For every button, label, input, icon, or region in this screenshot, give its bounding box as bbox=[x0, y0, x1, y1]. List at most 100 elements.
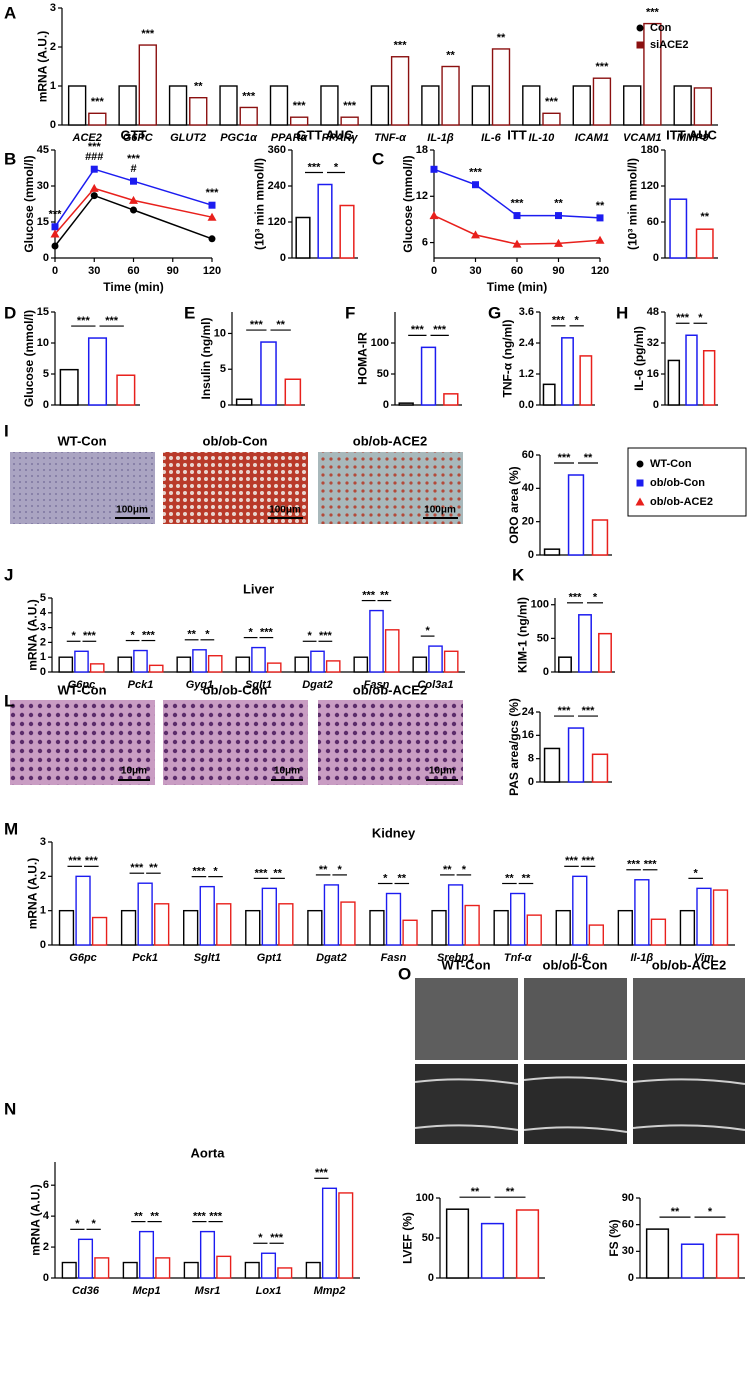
y-tick-label: 15 bbox=[37, 306, 49, 318]
y-tick-label: 6 bbox=[43, 1179, 49, 1191]
significance: *** bbox=[193, 866, 207, 878]
x-tick-label: Dgat2 bbox=[316, 952, 347, 964]
significance: *** bbox=[582, 855, 596, 867]
x-tick-label: 90 bbox=[552, 265, 564, 277]
significance: * bbox=[698, 312, 703, 324]
bar bbox=[431, 909, 447, 946]
point bbox=[512, 239, 522, 248]
y-tick-label: 1 bbox=[40, 651, 46, 663]
bar bbox=[643, 22, 662, 126]
bar bbox=[118, 85, 137, 126]
significance: ** bbox=[150, 1211, 159, 1223]
significance: ** bbox=[273, 867, 282, 879]
bar bbox=[645, 1228, 670, 1279]
y-tick-label: 45 bbox=[37, 144, 49, 156]
bar bbox=[592, 77, 612, 126]
micrograph bbox=[10, 700, 155, 785]
y-axis-label: LVEF (%) bbox=[401, 1212, 415, 1264]
significance: *** bbox=[308, 161, 322, 173]
x-tick-label: Cd36 bbox=[72, 1285, 100, 1297]
x-tick-label: Col3a1 bbox=[417, 679, 453, 691]
point bbox=[430, 165, 438, 173]
chart-title: ITT bbox=[507, 127, 527, 142]
point bbox=[208, 201, 216, 209]
micrograph bbox=[318, 700, 463, 785]
bar bbox=[543, 548, 561, 556]
bar bbox=[260, 1252, 277, 1279]
bar bbox=[441, 65, 460, 126]
bar bbox=[239, 106, 258, 126]
echo-image bbox=[524, 978, 627, 1060]
y-tick-label: 2 bbox=[50, 41, 56, 53]
significance: ** bbox=[397, 872, 406, 884]
echo-image bbox=[633, 978, 745, 1060]
chart-title: ITT AUC bbox=[666, 127, 717, 142]
bar bbox=[183, 909, 199, 946]
legend-marker bbox=[636, 479, 644, 487]
chart-title: Kidney bbox=[372, 825, 416, 840]
bar bbox=[74, 650, 89, 673]
bar bbox=[696, 887, 712, 946]
bar bbox=[138, 1230, 155, 1279]
y-axis-label: FS (%) bbox=[607, 1219, 621, 1256]
y-axis-label: Glucose (mmol/l) bbox=[22, 310, 36, 407]
bar bbox=[685, 334, 698, 406]
bar bbox=[402, 919, 418, 946]
bar bbox=[421, 85, 440, 126]
bar bbox=[154, 903, 170, 946]
point bbox=[130, 206, 137, 214]
x-tick-label: 120 bbox=[591, 265, 609, 277]
y-tick-label: 1 bbox=[50, 80, 56, 92]
y-tick-label: 0 bbox=[43, 252, 49, 264]
significance: *** bbox=[83, 630, 97, 642]
bar bbox=[428, 645, 443, 673]
bar bbox=[67, 85, 87, 126]
y-tick-label: 5 bbox=[43, 368, 49, 380]
scale-label: 100μm bbox=[116, 505, 148, 516]
x-tick-label: G6pc bbox=[68, 679, 96, 691]
x-tick-label: 30 bbox=[88, 265, 100, 277]
bar bbox=[278, 903, 294, 946]
significance: ** bbox=[194, 81, 203, 93]
y-tick-label: 1.2 bbox=[519, 368, 534, 380]
significance: *** bbox=[127, 153, 141, 165]
y-axis-label: Glucose (mmol/l) bbox=[401, 155, 415, 252]
bar bbox=[189, 96, 208, 126]
y-tick-label: 100 bbox=[416, 1192, 434, 1204]
y-tick-label: 50 bbox=[422, 1232, 434, 1244]
y-axis-label: HOMA-IR bbox=[356, 332, 370, 385]
x-tick-label: Pck1 bbox=[128, 679, 154, 691]
x-tick-label: 0 bbox=[52, 265, 58, 277]
legend-label: siACE2 bbox=[650, 39, 689, 51]
significance: * bbox=[130, 629, 135, 641]
y-tick-label: 0 bbox=[43, 1272, 49, 1284]
bar bbox=[353, 656, 369, 673]
significance: * bbox=[338, 864, 343, 876]
significance: ** bbox=[319, 864, 328, 876]
point bbox=[429, 211, 439, 220]
point bbox=[555, 212, 562, 220]
significance: * bbox=[205, 629, 210, 641]
bar bbox=[219, 85, 238, 126]
y-tick-label: 3.6 bbox=[519, 306, 534, 318]
chart-title: Liver bbox=[243, 581, 274, 596]
bar bbox=[558, 656, 572, 673]
bar bbox=[390, 56, 410, 126]
y-tick-label: 0 bbox=[50, 119, 56, 131]
significance: ** bbox=[522, 872, 531, 884]
bar bbox=[420, 346, 437, 406]
point bbox=[129, 195, 138, 204]
significance: * bbox=[593, 592, 598, 604]
panel-letter: A bbox=[4, 3, 16, 22]
y-tick-label: 0 bbox=[280, 252, 286, 264]
x-tick-label: Sglt1 bbox=[245, 679, 272, 691]
micrograph-row-i: WT-Con ob/ob-Con ob/ob-ACE2 100μm 100μm … bbox=[10, 433, 463, 524]
chart-title: Aorta bbox=[191, 1145, 226, 1160]
significance: *** bbox=[77, 315, 91, 327]
significance: ** bbox=[497, 32, 506, 44]
significance: * bbox=[91, 1218, 96, 1230]
bar bbox=[445, 1208, 470, 1279]
bar bbox=[339, 204, 355, 259]
image-label: ob/ob-ACE2 bbox=[353, 682, 427, 697]
x-tick-label: Fasn bbox=[364, 679, 390, 691]
